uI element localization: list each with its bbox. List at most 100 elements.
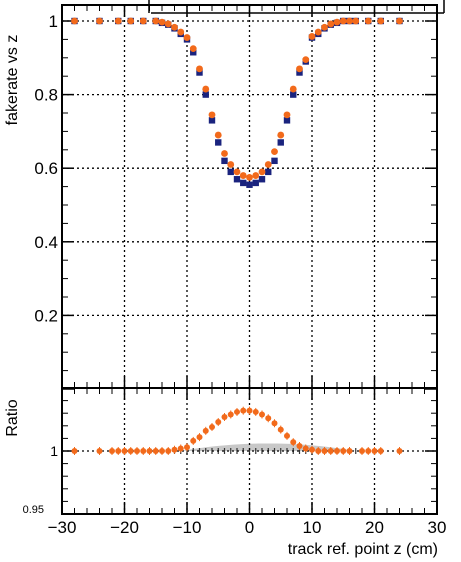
ratio-x-tick-label: 20 xyxy=(365,518,384,537)
ratio-point-0 xyxy=(71,448,78,454)
ratio-point-13 xyxy=(177,445,184,452)
ratio-point-22 xyxy=(234,408,240,415)
ratio-point-25 xyxy=(252,408,259,415)
ratio-point-43 xyxy=(371,448,378,454)
ratio-point-3 xyxy=(115,448,122,454)
main-point-s1-6 xyxy=(158,18,166,26)
main-point-s1-40 xyxy=(396,17,403,25)
main-point-s1-20 xyxy=(246,174,253,181)
main-point-s1-30 xyxy=(308,33,316,40)
ratio-y-tick-label: 1 xyxy=(50,443,58,459)
ratio-x-tick-label: −20 xyxy=(110,518,139,537)
main-point-s1-15 xyxy=(214,131,222,139)
main-point-s1-14 xyxy=(208,111,216,119)
main-y-tick-label: 0.8 xyxy=(34,86,58,105)
main-point-s1-39 xyxy=(377,17,385,25)
ratio-point-24 xyxy=(246,407,253,414)
main-point-s1-4 xyxy=(139,17,147,25)
ratio-point-36 xyxy=(321,448,328,454)
ratio-point-16 xyxy=(196,434,203,441)
main-point-s0-14 xyxy=(208,117,216,124)
main-point-s1-38 xyxy=(364,17,372,25)
main-point-s1-32 xyxy=(321,23,328,31)
ratio-point-5 xyxy=(127,448,134,454)
main-point-s1-1 xyxy=(96,17,103,25)
main-point-s0-12 xyxy=(196,69,203,76)
main-point-s1-3 xyxy=(127,17,135,25)
ratio-point-7 xyxy=(140,448,147,454)
main-point-s1-7 xyxy=(164,20,172,28)
ratio-point-19 xyxy=(215,419,222,426)
ratio-point-2 xyxy=(109,448,115,454)
main-point-s0-19 xyxy=(240,179,247,187)
main-y-tick-label: 0.6 xyxy=(34,159,58,178)
ratio-point-45 xyxy=(396,448,403,454)
main-point-s1-2 xyxy=(114,17,122,25)
ratio-point-11 xyxy=(165,448,172,454)
ratio-point-29 xyxy=(277,426,284,433)
main-point-s1-23 xyxy=(264,161,272,168)
ratio-point-12 xyxy=(171,446,178,453)
legend-box xyxy=(148,0,445,14)
ratio-point-30 xyxy=(284,432,290,439)
main-point-s0-27 xyxy=(290,91,297,98)
main-point-s1-11 xyxy=(189,45,197,52)
ratio-point-33 xyxy=(302,445,309,452)
ratio-point-39 xyxy=(340,448,347,454)
ratio-point-40 xyxy=(346,448,353,454)
main-point-s0-18 xyxy=(233,176,241,183)
main-point-s1-0 xyxy=(71,17,78,25)
main-point-s1-8 xyxy=(171,23,178,31)
ratio-y-min-label: 0.95 xyxy=(23,504,44,516)
main-panel: 0.2 0.4 0.6 0.8 1 xyxy=(34,4,438,390)
main-point-s1-5 xyxy=(152,17,160,25)
main-point-s1-26 xyxy=(283,111,291,119)
ratio-point-27 xyxy=(265,415,272,422)
ratio-x-tick-label: 30 xyxy=(428,518,447,537)
ratio-point-1 xyxy=(96,448,103,454)
main-point-s0-28 xyxy=(296,69,303,76)
main-point-s1-35 xyxy=(339,17,347,25)
main-point-s1-36 xyxy=(346,17,353,25)
ratio-x-tick-label: 10 xyxy=(303,518,322,537)
main-y-tick-label: 0.2 xyxy=(34,306,58,325)
main-point-s1-24 xyxy=(271,148,278,156)
main-point-s1-10 xyxy=(183,34,191,41)
main-point-s0-16 xyxy=(221,157,228,165)
ratio-point-9 xyxy=(152,448,159,454)
ratio-point-8 xyxy=(146,448,153,454)
ratio-point-14 xyxy=(184,444,190,451)
main-point-s1-28 xyxy=(296,65,303,73)
main-point-s1-9 xyxy=(177,28,185,36)
main-point-s1-29 xyxy=(302,56,310,64)
main-point-s1-25 xyxy=(277,131,285,139)
main-point-s1-12 xyxy=(196,65,203,73)
ratio-y-axis-title: Ratio xyxy=(4,399,21,436)
main-point-s0-26 xyxy=(283,117,291,124)
main-point-s0-13 xyxy=(202,91,209,98)
main-point-s1-17 xyxy=(227,161,235,168)
ratio-x-tick-label: −10 xyxy=(173,518,202,537)
ratio-point-4 xyxy=(121,448,128,454)
ratio-point-17 xyxy=(202,427,209,434)
main-point-s0-11 xyxy=(190,49,197,56)
main-point-s0-15 xyxy=(215,139,222,146)
ratio-point-42 xyxy=(365,448,372,454)
main-point-s1-21 xyxy=(252,172,260,179)
main-point-s1-31 xyxy=(314,28,322,36)
ratio-point-23 xyxy=(240,407,247,414)
ratio-point-10 xyxy=(159,448,165,454)
ratio-point-32 xyxy=(296,442,303,449)
ratio-x-tick-label: −30 xyxy=(48,518,77,537)
x-axis-title: track ref. point z (cm) xyxy=(288,541,438,558)
ratio-point-38 xyxy=(334,448,340,454)
ratio-point-21 xyxy=(227,411,234,418)
ratio-point-20 xyxy=(221,413,228,420)
ratio-point-31 xyxy=(290,439,297,446)
ratio-point-44 xyxy=(377,448,384,454)
main-point-s1-33 xyxy=(327,20,335,28)
ratio-point-34 xyxy=(309,446,315,453)
ratio-point-28 xyxy=(271,420,278,427)
main-point-s1-27 xyxy=(289,85,297,93)
